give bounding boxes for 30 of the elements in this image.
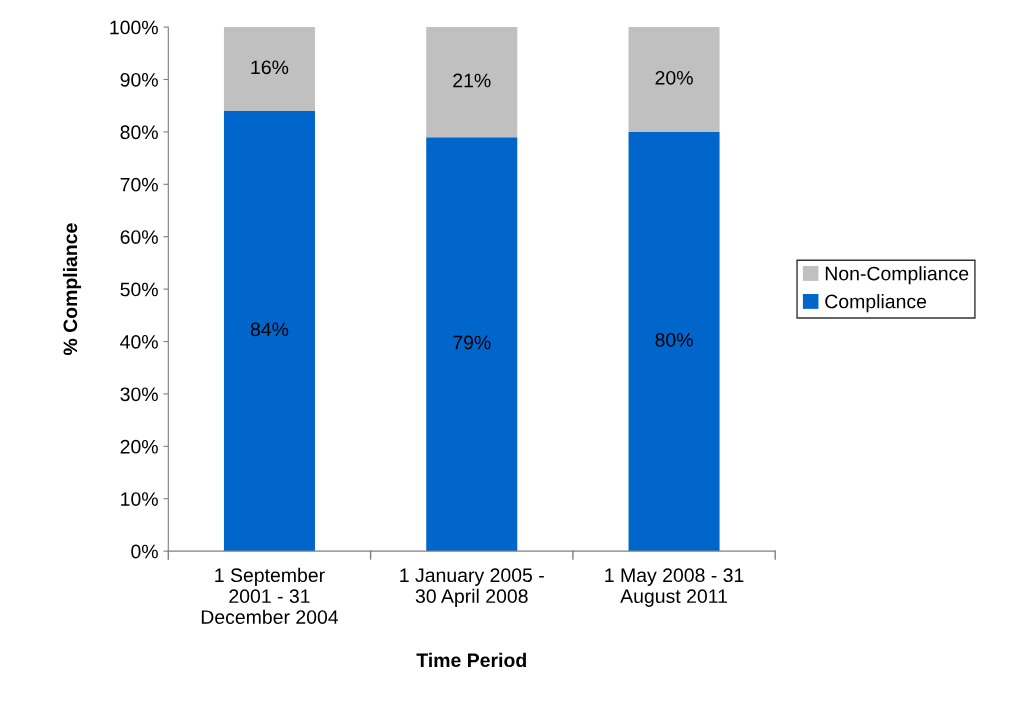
bar xyxy=(628,27,720,132)
x-tick-label: 1 January 2005 - 30 April 2008 xyxy=(400,568,544,607)
bar xyxy=(223,27,315,111)
bar xyxy=(628,131,720,552)
y-axis-title: % Compliance xyxy=(62,223,82,356)
y-tick-label: 40% xyxy=(120,334,158,349)
legend-label: Non-Compliance xyxy=(825,266,969,285)
x-tick-label: 1 May 2008 - 31 August 2011 xyxy=(605,568,744,607)
bar xyxy=(426,27,518,138)
data-label: 16% xyxy=(251,60,289,75)
y-tick-label: 10% xyxy=(121,492,158,506)
data-label: 20% xyxy=(655,70,693,85)
bar xyxy=(223,110,315,552)
y-tick-label: 30% xyxy=(120,387,158,402)
y-tick-label: 0% xyxy=(131,544,158,559)
legend-label: Compliance xyxy=(825,294,927,313)
y-tick-label: 50% xyxy=(120,282,158,297)
data-label: 80% xyxy=(655,332,693,347)
y-tick-label: 100% xyxy=(110,20,158,35)
data-label: 21% xyxy=(453,73,491,88)
data-label: 79% xyxy=(453,335,491,350)
x-tick-label: 1 September 2001 - 31 December 2004 xyxy=(201,567,339,624)
x-axis-title: Time Period xyxy=(416,652,526,668)
y-tick-label: 80% xyxy=(120,125,158,140)
y-tick-label: 90% xyxy=(120,72,158,87)
y-tick-label: 70% xyxy=(120,177,158,192)
bar xyxy=(426,137,518,552)
y-tick-label: 60% xyxy=(120,230,158,244)
data-label: 84% xyxy=(250,322,289,337)
y-tick-label: 20% xyxy=(120,439,158,454)
